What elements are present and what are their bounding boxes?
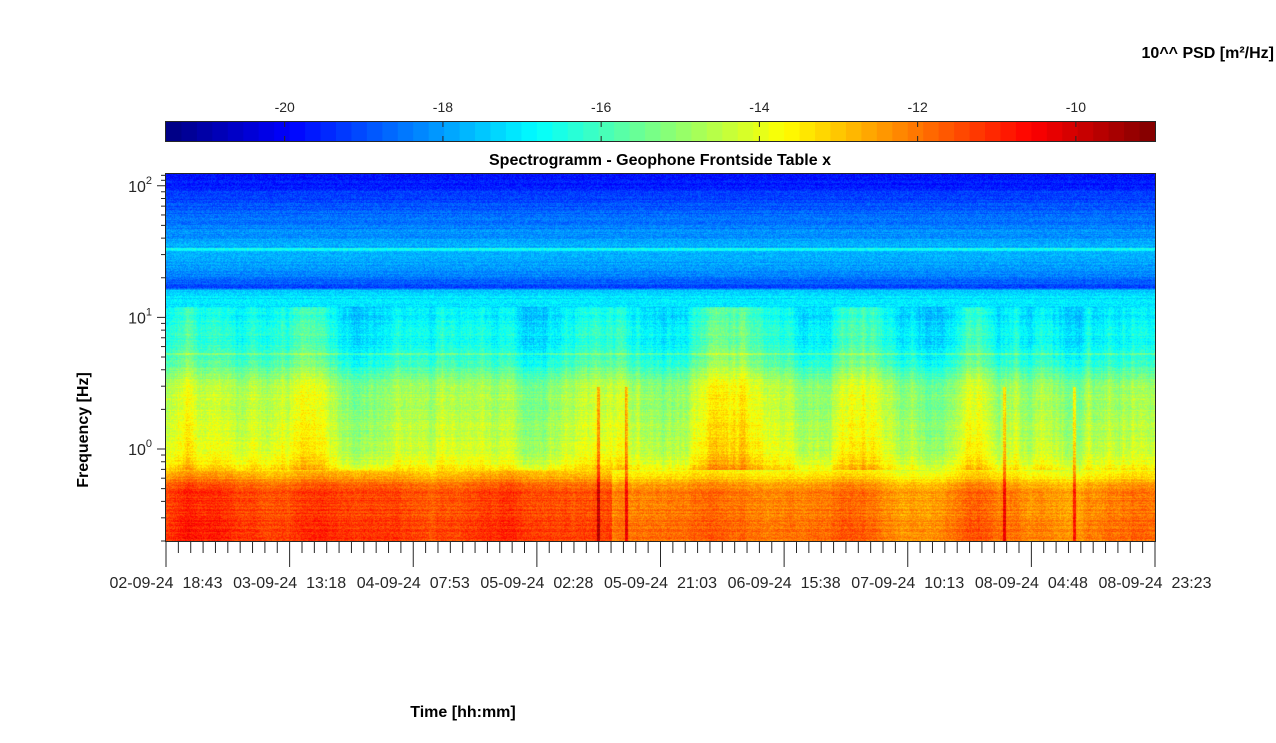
x-tick-label: 05-09-24 21:03	[604, 575, 717, 592]
colorbar-tick-label: -10	[1066, 99, 1086, 115]
colorbar-segment	[1046, 122, 1063, 141]
colorbar-segment	[1015, 122, 1032, 141]
colorbar-segment	[444, 122, 461, 141]
colorbar-segment	[784, 122, 801, 141]
y-axis: 102 101 100	[128, 175, 166, 542]
colorbar-segment	[274, 122, 291, 141]
x-tick-label: 03-09-24 13:18	[233, 575, 346, 592]
colorbar-segment	[753, 122, 770, 141]
colorbar-segment	[397, 122, 414, 141]
colorbar-segment	[892, 122, 909, 141]
colorbar-segment	[645, 122, 662, 141]
colorbar-tick-label: -20	[275, 99, 295, 115]
colorbar-segment	[351, 122, 368, 141]
colorbar-segment	[1108, 122, 1125, 141]
colorbar-segment	[1093, 122, 1110, 141]
colorbar-segment	[459, 122, 476, 141]
colorbar-segment	[938, 122, 955, 141]
chart-title: Spectrogramm - Geophone Frontside Table …	[489, 152, 831, 169]
colorbar-segment	[691, 122, 708, 141]
colorbar-segment	[335, 122, 353, 141]
colorbar-segment	[305, 122, 322, 141]
colorbar-tick-label: -16	[591, 99, 611, 115]
colorbar-label: 10^^ PSD [m²/Hz]	[1142, 45, 1274, 62]
colorbar-segment	[799, 122, 816, 141]
colorbar-segment	[490, 122, 507, 141]
x-tick-label: 08-09-24 23:23	[1099, 575, 1212, 592]
x-tick-label: 05-09-24 02:28	[480, 575, 593, 592]
colorbar-segment	[706, 122, 723, 141]
colorbar-segment	[1031, 122, 1048, 141]
colorbar-segment	[1062, 122, 1079, 141]
x-tick-label: 02-09-24 18:43	[110, 575, 223, 592]
colorbar-segment	[212, 122, 229, 141]
colorbar-segment	[815, 122, 832, 141]
colorbar-segment	[722, 122, 739, 141]
colorbar-segment	[845, 122, 862, 141]
y-tick-label: 101	[128, 306, 152, 327]
colorbar-segment	[1000, 122, 1017, 141]
colorbar-segment	[954, 122, 971, 141]
colorbar-segment	[876, 122, 893, 141]
colorbar-segment	[675, 122, 693, 141]
colorbar-segment	[552, 122, 569, 141]
x-tick-label: 07-09-24 10:13	[851, 575, 964, 592]
colorbar-segment	[969, 122, 986, 141]
x-tick-label: 08-09-24 04:48	[975, 575, 1088, 592]
colorbar-segment	[475, 122, 492, 141]
x-axis-label: Time [hh:mm]	[410, 704, 515, 721]
colorbar-segment	[536, 122, 553, 141]
colorbar-tick-label: -18	[433, 99, 453, 115]
colorbar: -20 -18 -16 -14 -12 -10	[165, 99, 1156, 142]
colorbar-segment	[660, 122, 677, 141]
colorbar-segment	[861, 122, 878, 141]
colorbar-segment	[907, 122, 924, 141]
colorbar-segment	[366, 122, 383, 141]
colorbar-segment	[1124, 122, 1141, 141]
colorbar-segment	[166, 122, 183, 141]
x-tick-label: 06-09-24 15:38	[728, 575, 841, 592]
colorbar-tick-label: -14	[749, 99, 769, 115]
colorbar-segment	[258, 122, 275, 141]
colorbar-segment	[1077, 122, 1094, 141]
colorbar-segment	[196, 122, 213, 141]
x-tick-label: 04-09-24 07:53	[357, 575, 470, 592]
colorbar-segment	[289, 122, 306, 141]
colorbar-segment	[830, 122, 847, 141]
colorbar-segment	[1139, 122, 1156, 141]
spectrogram-heatmap	[166, 173, 1155, 542]
colorbar-segment	[923, 122, 940, 141]
colorbar-segment	[505, 122, 523, 141]
colorbar-frame	[165, 121, 1156, 142]
x-axis: 02-09-24 18:43 03-09-24 13:18 04-09-24 07:…	[110, 541, 1212, 592]
colorbar-segment	[768, 122, 785, 141]
colorbar-segment	[737, 122, 754, 141]
colorbar-segment	[181, 122, 198, 141]
y-tick-label: 100	[128, 438, 152, 459]
colorbar-segment	[598, 122, 615, 141]
colorbar-tick-label: -12	[908, 99, 928, 115]
colorbar-segment	[428, 122, 445, 141]
colorbar-segment	[583, 122, 600, 141]
y-axis-label: Frequency [Hz]	[75, 372, 92, 488]
colorbar-segment	[985, 122, 1002, 141]
colorbar-segment	[243, 122, 260, 141]
colorbar-segment	[629, 122, 646, 141]
colorbar-segment	[227, 122, 244, 141]
colorbar-segment	[320, 122, 337, 141]
colorbar-segment	[567, 122, 584, 141]
colorbar-segment	[614, 122, 631, 141]
colorbar-segment	[382, 122, 399, 141]
colorbar-segment	[413, 122, 430, 141]
y-tick-label: 102	[128, 175, 152, 196]
colorbar-segment	[521, 122, 538, 141]
